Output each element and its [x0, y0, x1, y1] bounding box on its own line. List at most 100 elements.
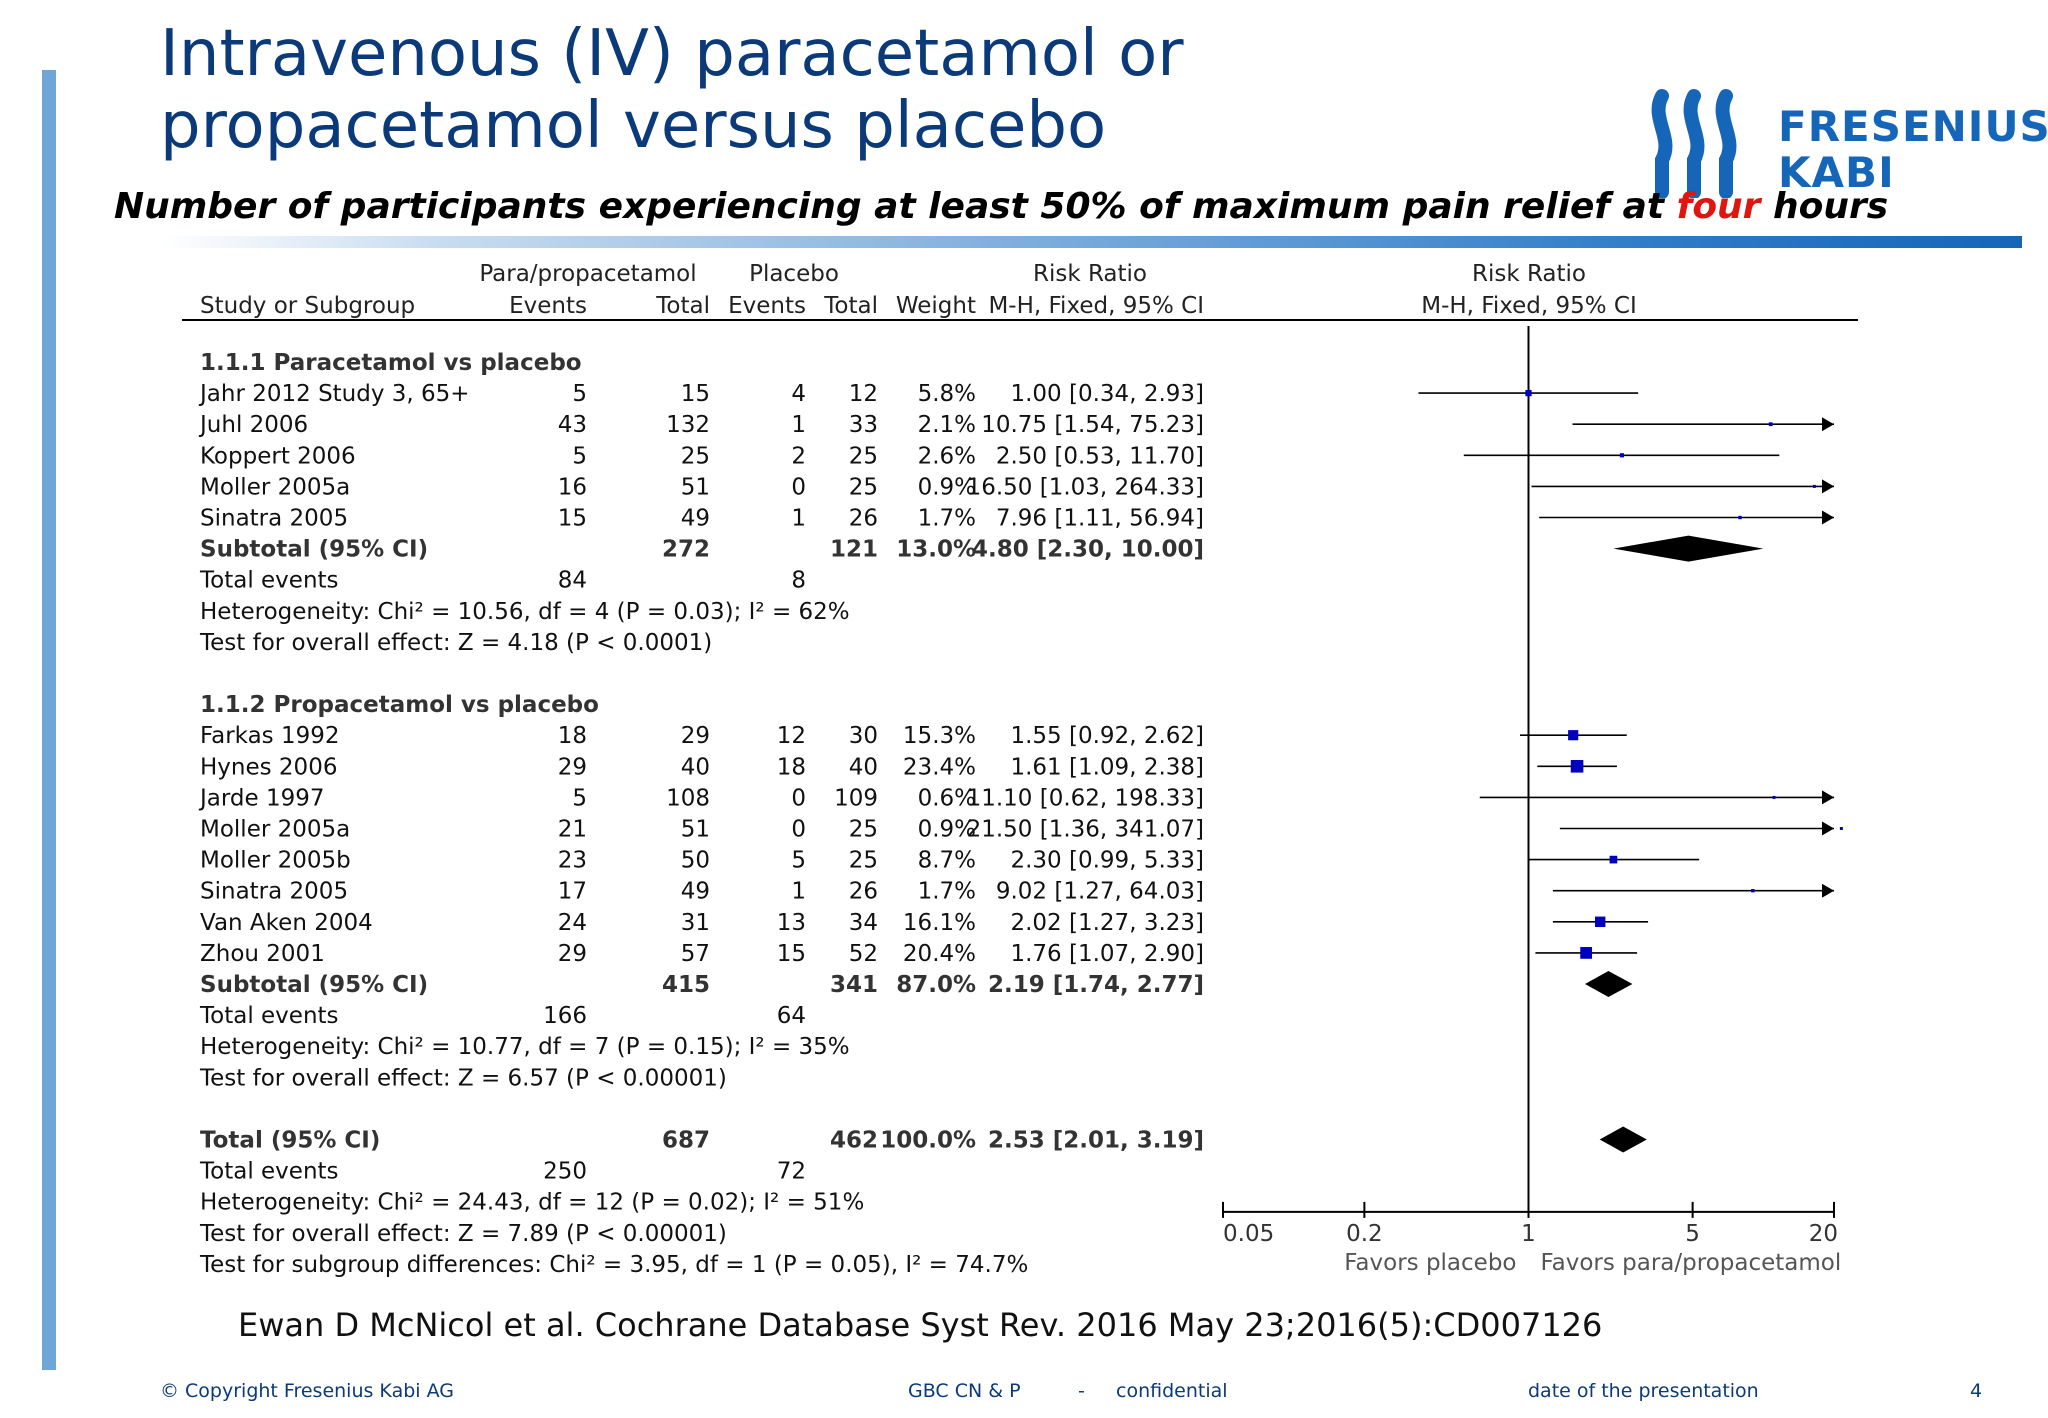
fresenius-kabi-logo [1651, 89, 1737, 198]
row-label: Total events [199, 1159, 339, 1185]
cell-exp-events: 17 [558, 879, 587, 905]
point-estimate [1594, 916, 1606, 928]
point-estimate [1738, 515, 1742, 520]
row-label: Moller 2005b [200, 848, 351, 874]
cell-ci: 2.53 [2.01, 3.19] [988, 1128, 1204, 1154]
cell-ctl-events: 72 [777, 1159, 806, 1185]
col-header-weight: Weight [896, 293, 976, 319]
point-estimate [1568, 730, 1579, 741]
cell-exp-events: 29 [558, 941, 587, 967]
cell-ctl-events: 4 [791, 381, 806, 407]
cell-ctl-total: 462 [830, 1128, 878, 1154]
row-label: Moller 2005a [200, 474, 350, 500]
row-label: Farkas 1992 [200, 723, 340, 749]
row-label: Total events [199, 1003, 339, 1029]
cell-weight: 87.0% [896, 972, 976, 998]
cell-weight: 13.0% [896, 537, 976, 563]
cell-weight: 16.1% [903, 910, 976, 936]
cell-exp-total: 40 [681, 754, 710, 780]
point-estimate [1570, 760, 1584, 773]
cell-ctl-events: 15 [777, 941, 806, 967]
cell-exp-events: 5 [572, 381, 587, 407]
cell-weight: 8.7% [918, 848, 976, 874]
cell-ci: 16.50 [1.03, 264.33] [967, 474, 1204, 500]
cell-ci: 2.02 [1.27, 3.23] [1010, 910, 1204, 936]
ci-arrow [1822, 821, 1834, 836]
point-estimate [1768, 422, 1773, 427]
logo-text-fresenius: FRESENIUS [1778, 102, 2048, 151]
cell-weight: 1.7% [918, 879, 976, 905]
footer-separator: - [1078, 1380, 1085, 1402]
cell-ci: 2.50 [0.53, 11.70] [996, 443, 1204, 469]
cell-ctl-events: 1 [791, 412, 806, 438]
row-label: Juhl 2006 [198, 412, 308, 438]
cell-weight: 15.3% [903, 723, 976, 749]
row-label: Total (95% CI) [200, 1128, 380, 1154]
cell-exp-total: 57 [681, 941, 710, 967]
cell-ctl-events: 13 [777, 910, 806, 936]
point-estimate [1525, 389, 1532, 397]
cell-exp-total: 49 [681, 506, 710, 532]
x-tick-label: 5 [1685, 1221, 1700, 1247]
point-estimate [1772, 795, 1776, 799]
cell-ctl-total: 26 [849, 506, 878, 532]
cell-exp-events: 43 [558, 412, 587, 438]
title-line-2: propacetamol versus placebo [160, 89, 1107, 163]
cell-ctl-total: 12 [849, 381, 878, 407]
cell-weight: 100.0% [880, 1128, 976, 1154]
logo-wave-icon [1651, 89, 1737, 198]
row-label: Zhou 2001 [200, 941, 325, 967]
row-label: Test for overall effect: Z = 7.89 (P < 0… [199, 1221, 727, 1247]
ci-arrow [1822, 417, 1834, 432]
row-label: Test for subgroup differences: Chi² = 3.… [199, 1252, 1028, 1278]
footer-department: GBC CN & P [908, 1380, 1021, 1402]
logo-text-kabi: KABI [1778, 148, 1895, 197]
cell-weight: 0.6% [918, 785, 976, 811]
cell-exp-total: 132 [666, 412, 710, 438]
cell-exp-total: 50 [681, 848, 710, 874]
row-label: Van Aken 2004 [200, 910, 373, 936]
cell-exp-events: 23 [558, 848, 587, 874]
footer-confidential: confidential [1116, 1380, 1228, 1402]
cell-ctl-total: 33 [849, 412, 878, 438]
row-label: Hynes 2006 [200, 754, 337, 780]
cell-ctl-events: 0 [791, 474, 806, 500]
cell-exp-total: 272 [662, 537, 710, 563]
page-number: 4 [1970, 1380, 1983, 1402]
cell-exp-events: 15 [558, 506, 587, 532]
cell-ctl-total: 40 [849, 754, 878, 780]
cell-exp-total: 415 [662, 972, 710, 998]
point-estimate [1609, 855, 1618, 864]
cell-ci: 4.80 [2.30, 10.00] [972, 537, 1204, 563]
footer-date: date of the presentation [1528, 1380, 1759, 1402]
axis-label-right: Favors para/propacetamol [1541, 1250, 1842, 1276]
cell-ci: 1.55 [0.92, 2.62] [1010, 723, 1204, 749]
row-label: Jarde 1997 [198, 785, 325, 811]
cell-ctl-total: 341 [830, 972, 878, 998]
cell-ctl-events: 18 [777, 754, 806, 780]
col-header-ctl-total: Total [823, 293, 878, 319]
axis-label-left: Favors placebo [1344, 1250, 1516, 1276]
cell-ci: 2.19 [1.74, 2.77] [988, 972, 1204, 998]
row-label: Subtotal (95% CI) [200, 537, 428, 563]
point-estimate [1751, 889, 1755, 893]
cell-exp-events: 18 [558, 723, 587, 749]
cell-ci: 10.75 [1.54, 75.23] [981, 412, 1204, 438]
header-exp-group: Para/propacetamol [479, 261, 696, 287]
cell-exp-events: 5 [572, 785, 587, 811]
cell-weight: 0.9% [918, 817, 976, 843]
row-label: Sinatra 2005 [200, 879, 348, 905]
cell-ci: 9.02 [1.27, 64.03] [996, 879, 1204, 905]
subtitle-highlight: four [1676, 186, 1761, 227]
cell-exp-total: 687 [662, 1128, 710, 1154]
cell-ci: 2.30 [0.99, 5.33] [1010, 848, 1204, 874]
cell-ctl-events: 64 [777, 1003, 806, 1029]
col-header-ctl-events: Events [728, 293, 806, 319]
cell-exp-total: 108 [666, 785, 710, 811]
cell-ctl-events: 12 [777, 723, 806, 749]
cell-ctl-events: 1 [791, 506, 806, 532]
cell-ctl-total: 26 [849, 879, 878, 905]
title-line-1: Intravenous (IV) paracetamol or [160, 17, 1184, 91]
row-label: Moller 2005a [200, 817, 350, 843]
summary-diamond [1613, 535, 1764, 562]
